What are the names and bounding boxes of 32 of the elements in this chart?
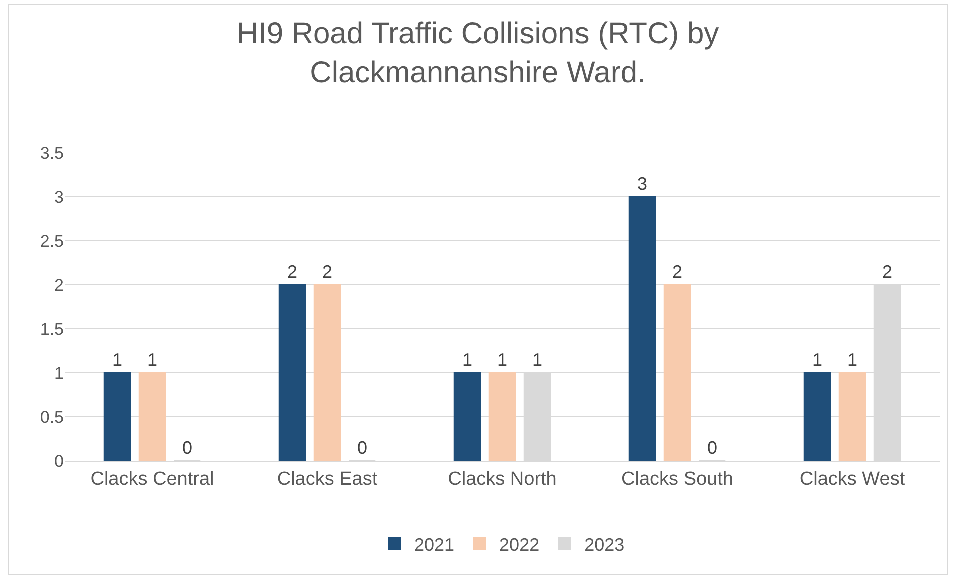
data-label: 1 [112, 350, 123, 370]
y-tick-label: 3.5 [40, 144, 64, 163]
data-label: 1 [462, 350, 473, 370]
x-tick-label: Clacks South [622, 468, 734, 490]
y-tick-label: 0 [54, 452, 64, 471]
legend-label: 2023 [584, 534, 625, 555]
legend-label: 2021 [414, 534, 455, 555]
x-tick-label: Clacks North [448, 468, 557, 490]
y-tick-label: 1.5 [40, 320, 64, 339]
data-label: 2 [287, 262, 298, 282]
data-label: 1 [847, 350, 858, 370]
data-label: 1 [532, 350, 543, 370]
data-label: 2 [672, 262, 683, 282]
data-label: 1 [147, 350, 158, 370]
data-label: 0 [182, 438, 193, 458]
y-tick-label: 1 [54, 364, 64, 383]
y-tick-label: 2 [54, 276, 64, 295]
x-tick-label: Clacks Central [90, 468, 214, 490]
x-tick-label: Clacks West [800, 468, 906, 490]
data-label: 1 [497, 350, 508, 370]
chart-title: HI9 Road Traffic Collisions (RTC) by Clackmannanshire Ward. [236, 17, 720, 90]
data-label: 3 [637, 174, 648, 194]
data-label: 0 [357, 438, 368, 458]
data-label: 2 [882, 262, 893, 282]
data-label: 2 [322, 262, 333, 282]
legend-label: 2022 [500, 534, 540, 555]
y-tick-label: 2.5 [40, 232, 64, 251]
y-tick-label: 0.5 [40, 408, 64, 427]
x-tick-label: Clacks East [277, 468, 378, 490]
data-label: 0 [707, 438, 718, 458]
data-label: 1 [812, 350, 823, 370]
y-tick-label: 3 [54, 188, 64, 207]
